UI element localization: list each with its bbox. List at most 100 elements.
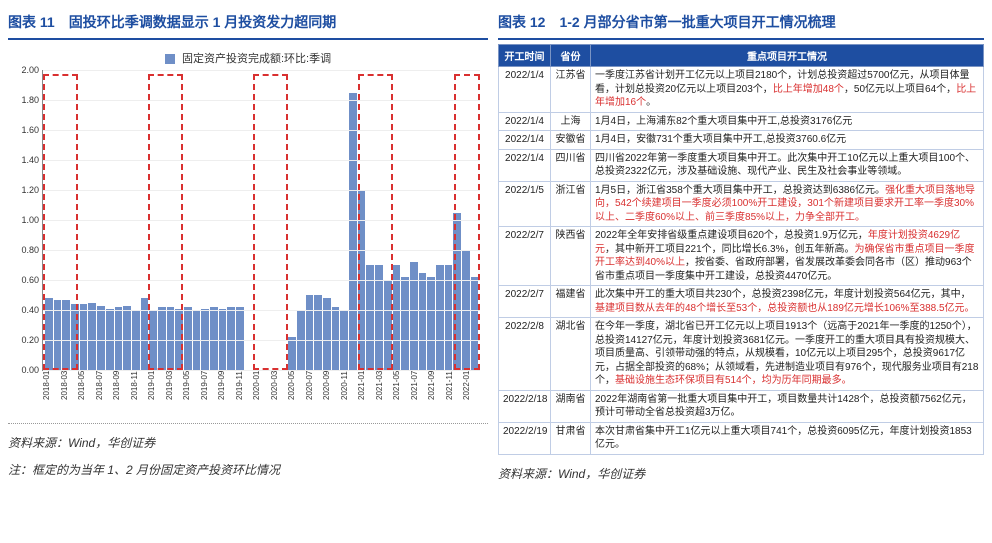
panel-table: 图表 12 1-2 月部分省市第一批重大项目开工情况梳理 开工时间 省份 重点项… <box>498 8 984 482</box>
table-row: 2022/2/7陕西省2022年全年安排省级重点建设项目620个，总投资1.9万… <box>499 227 984 286</box>
cell-desc: 本次甘肃省集中开工1亿元以上重大项目741个，总投资6095亿元，年度计划投资1… <box>591 422 984 454</box>
y-tick: 0.80 <box>13 245 39 255</box>
cell-date: 2022/2/18 <box>499 390 551 422</box>
cell-province: 湖北省 <box>551 318 591 391</box>
cell-desc: 四川省2022年第一季度重大项目集中开工。此次集中开工10亿元以上重大项目100… <box>591 149 984 181</box>
table-body: 2022/1/4江苏省一季度江苏省计划开工亿元以上项目2180个，计划总投资超过… <box>499 67 984 455</box>
x-tick: 2019-11 <box>235 371 253 421</box>
cell-province: 江苏省 <box>551 67 591 113</box>
y-tick: 0.20 <box>13 335 39 345</box>
bar <box>410 262 418 370</box>
bar <box>88 303 96 371</box>
x-tick: 2020-05 <box>287 371 305 421</box>
y-tick: 1.00 <box>13 215 39 225</box>
chart-source: 资料来源：Wind，华创证券 <box>8 434 488 451</box>
y-tick: 1.20 <box>13 185 39 195</box>
cell-desc: 1月4日，上海浦东82个重大项目集中开工,总投资3176亿元 <box>591 112 984 131</box>
col-date: 开工时间 <box>499 45 551 67</box>
bar <box>227 307 235 370</box>
table-row: 2022/1/4四川省四川省2022年第一季度重大项目集中开工。此次集中开工10… <box>499 149 984 181</box>
x-tick: 2021-03 <box>375 371 393 421</box>
cell-province: 湖南省 <box>551 390 591 422</box>
x-tick: 2019-01 <box>147 371 165 421</box>
bar <box>419 273 427 371</box>
cell-desc: 2022年全年安排省级重点建设项目620个，总投资1.9万亿元，年度计划投资46… <box>591 227 984 286</box>
y-tick: 1.60 <box>13 125 39 135</box>
x-tick: 2018-07 <box>95 371 113 421</box>
cell-desc: 2022年湖南省第一批重大项目集中开工，项目数量共计1428个，总投资额7562… <box>591 390 984 422</box>
bar <box>167 307 175 370</box>
x-tick: 2021-01 <box>357 371 375 421</box>
x-tick: 2021-07 <box>410 371 428 421</box>
x-tick: 2018-01 <box>42 371 60 421</box>
table-row: 2022/1/5浙江省1月5日，浙江省358个重大项目集中开工，总投资达到638… <box>499 181 984 227</box>
x-tick: 2019-09 <box>217 371 235 421</box>
cell-date: 2022/2/8 <box>499 318 551 391</box>
two-panel-layout: 图表 11 固投环比季调数据显示 1 月投资发力超同期 固定资产投资完成额:环比… <box>8 8 984 482</box>
table-row: 2022/1/4上海1月4日，上海浦东82个重大项目集中开工,总投资3176亿元 <box>499 112 984 131</box>
col-province: 省份 <box>551 45 591 67</box>
cell-desc: 在今年一季度，湖北省已开工亿元以上项目1913个（远高于2021年一季度的125… <box>591 318 984 391</box>
x-tick: 2018-09 <box>112 371 130 421</box>
bar <box>384 280 392 370</box>
bar <box>453 213 461 371</box>
table-header-row: 开工时间 省份 重点项目开工情况 <box>499 45 984 67</box>
cell-province: 四川省 <box>551 149 591 181</box>
x-tick: 2020-07 <box>305 371 323 421</box>
x-tick: 2022-01 <box>462 371 480 421</box>
table-row: 2022/2/18湖南省2022年湖南省第一批重大项目集中开工，项目数量共计14… <box>499 390 984 422</box>
cell-date: 2022/1/4 <box>499 112 551 131</box>
x-tick: 2018-05 <box>77 371 95 421</box>
x-tick: 2021-05 <box>392 371 410 421</box>
x-tick: 2018-11 <box>130 371 148 421</box>
legend-swatch <box>165 54 175 64</box>
cell-date: 2022/2/7 <box>499 227 551 286</box>
x-tick: 2020-11 <box>340 371 358 421</box>
x-tick: 2021-09 <box>427 371 445 421</box>
x-tick: 2020-01 <box>252 371 270 421</box>
bar <box>210 307 218 370</box>
bar-plot: 0.000.200.400.600.801.001.201.401.601.80… <box>42 70 480 371</box>
chart-area: 固定资产投资完成额:环比:季调 0.000.200.400.600.801.00… <box>8 44 488 424</box>
cell-date: 2022/2/7 <box>499 286 551 318</box>
y-tick: 2.00 <box>13 65 39 75</box>
projects-table: 开工时间 省份 重点项目开工情况 2022/1/4江苏省一季度江苏省计划开工亿元… <box>498 44 984 455</box>
cell-desc: 此次集中开工的重大项目共230个，总投资2398亿元，年度计划投资564亿元，其… <box>591 286 984 318</box>
x-tick: 2020-09 <box>322 371 340 421</box>
bar <box>401 277 409 370</box>
y-tick: 0.40 <box>13 305 39 315</box>
x-tick: 2020-03 <box>270 371 288 421</box>
cell-date: 2022/1/4 <box>499 131 551 150</box>
table-title: 图表 12 1-2 月部分省市第一批重大项目开工情况梳理 <box>498 8 984 40</box>
cell-desc: 1月5日，浙江省358个重大项目集中开工，总投资达到6386亿元。强化重大项目落… <box>591 181 984 227</box>
cell-date: 2022/2/19 <box>499 422 551 454</box>
bar <box>123 306 131 371</box>
bar <box>97 306 105 371</box>
y-tick: 1.40 <box>13 155 39 165</box>
x-axis-labels: 2018-012018-032018-052018-072018-092018-… <box>42 371 480 421</box>
panel-chart: 图表 11 固投环比季调数据显示 1 月投资发力超同期 固定资产投资完成额:环比… <box>8 8 488 482</box>
table-row: 2022/1/4安徽省1月4日，安徽731个重大项目集中开工,总投资3760.6… <box>499 131 984 150</box>
cell-province: 上海 <box>551 112 591 131</box>
bar <box>184 307 192 370</box>
y-tick: 0.00 <box>13 365 39 375</box>
cell-province: 浙江省 <box>551 181 591 227</box>
bar <box>427 277 435 370</box>
table-row: 2022/1/4江苏省一季度江苏省计划开工亿元以上项目2180个，计划总投资超过… <box>499 67 984 113</box>
cell-date: 2022/1/4 <box>499 67 551 113</box>
y-tick: 1.80 <box>13 95 39 105</box>
bar <box>141 298 149 370</box>
bar <box>349 93 357 371</box>
bar <box>314 295 322 370</box>
cell-province: 甘肃省 <box>551 422 591 454</box>
cell-province: 安徽省 <box>551 131 591 150</box>
col-desc: 重点项目开工情况 <box>591 45 984 67</box>
bar <box>115 307 123 370</box>
x-tick: 2019-03 <box>165 371 183 421</box>
cell-date: 2022/1/4 <box>499 149 551 181</box>
x-tick: 2019-07 <box>200 371 218 421</box>
cell-province: 福建省 <box>551 286 591 318</box>
bar <box>288 337 296 370</box>
bar <box>471 277 479 370</box>
y-tick: 0.60 <box>13 275 39 285</box>
